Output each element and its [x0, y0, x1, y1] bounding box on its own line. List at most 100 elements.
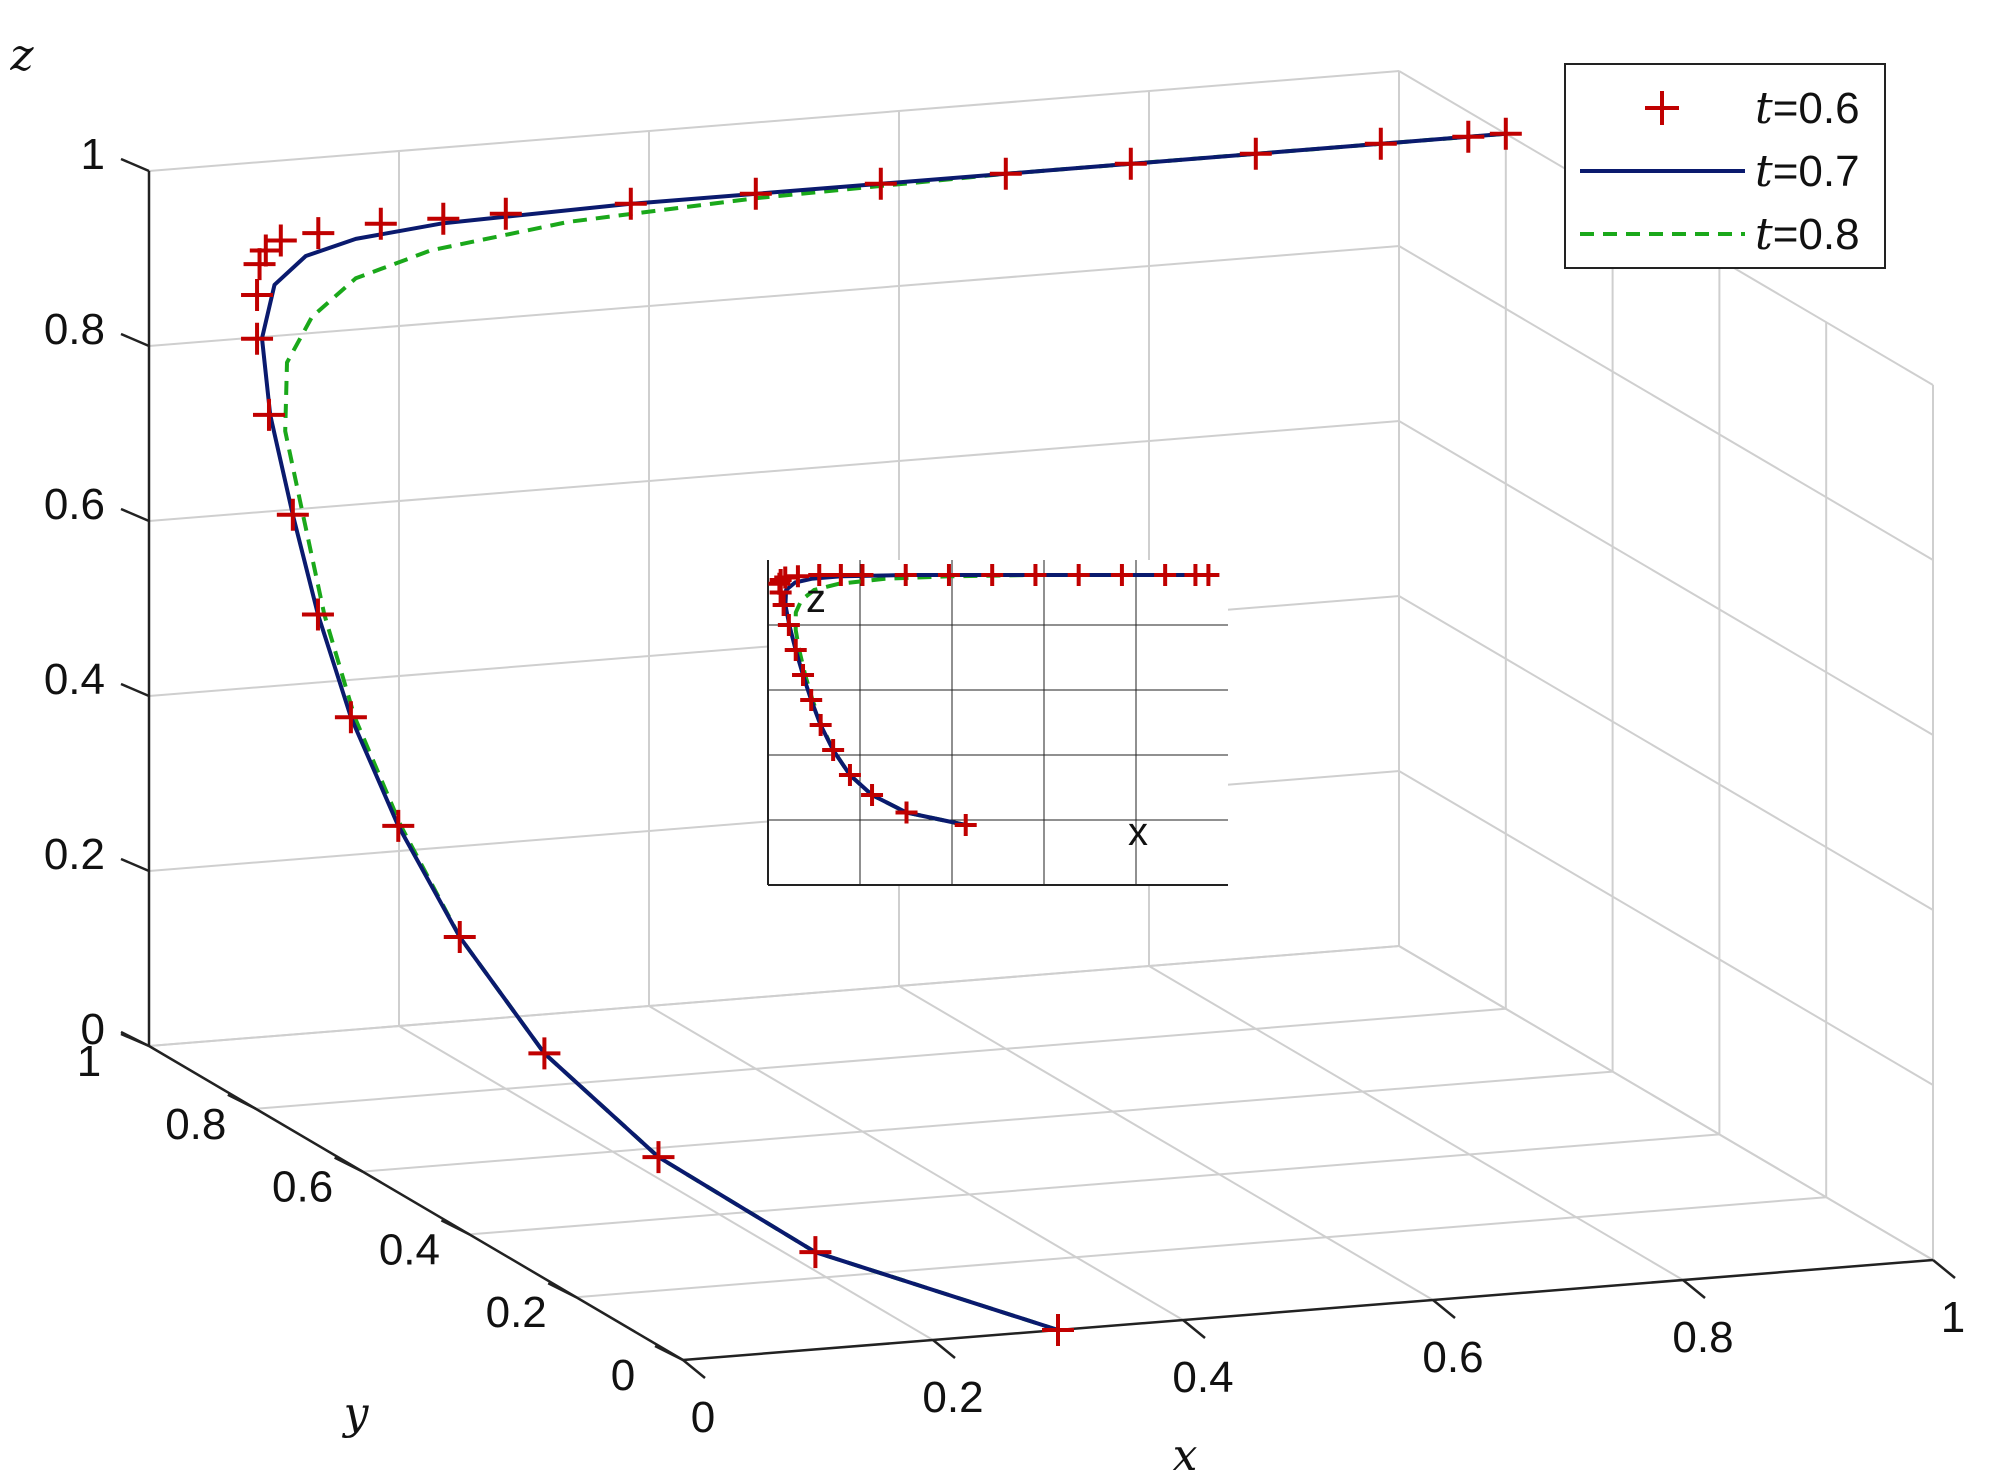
- series-1-line: [260, 131, 1506, 1332]
- series-0-marker: [302, 217, 335, 250]
- gridline: [1398, 595, 1934, 911]
- z-tick: [120, 857, 150, 873]
- inset-z-label: z: [806, 577, 826, 621]
- gridline: [148, 945, 1400, 1047]
- inset-series-0-marker: [851, 564, 874, 586]
- series-0-marker: [528, 1037, 561, 1070]
- x-tick-label: 1: [1941, 1293, 1965, 1342]
- y-tick: [547, 1282, 577, 1299]
- inset-series-0-marker: [777, 614, 800, 636]
- series-0-marker: [642, 1141, 675, 1174]
- legend-label-1: t=0.7: [1755, 146, 1860, 197]
- x-axis: [682, 1258, 1934, 1362]
- gridline: [1398, 245, 1934, 561]
- gridline: [648, 1005, 1184, 1321]
- inset-x-label: x: [1128, 810, 1148, 854]
- x-tick: [932, 1339, 956, 1359]
- series-0-marker: [989, 157, 1022, 190]
- legend: t=0.6t=0.7t=0.8: [1564, 63, 1886, 269]
- series-0-marker: [799, 1236, 832, 1269]
- gridline: [1398, 420, 1934, 736]
- series-0-marker: [1042, 1314, 1074, 1346]
- x-tick-label: 0.6: [1422, 1333, 1483, 1382]
- series-0-marker: [1239, 137, 1272, 170]
- series-0-marker: [443, 921, 476, 953]
- series-0-marker: [241, 278, 274, 311]
- gridline: [1398, 945, 1934, 1261]
- z-tick-label: 1: [81, 130, 105, 179]
- z-tick: [120, 507, 150, 523]
- inset-series-0-marker: [784, 639, 807, 661]
- x-tick-label: 0.4: [1172, 1353, 1233, 1402]
- inset-series-0-marker: [809, 714, 832, 736]
- legend-value: =0.7: [1773, 147, 1860, 196]
- series-0-marker: [252, 398, 285, 431]
- series-0-marker: [489, 197, 522, 230]
- gridline: [148, 420, 1400, 522]
- y-tick-label: 0.8: [165, 1100, 226, 1149]
- series-0-marker: [614, 187, 647, 220]
- gridline: [469, 1133, 1720, 1236]
- inset-series-0-marker: [838, 764, 861, 786]
- legend-value: =0.6: [1773, 84, 1860, 133]
- inset-series-0-marker: [1154, 564, 1177, 586]
- series-0-marker: [1114, 147, 1147, 180]
- series-0-marker: [334, 701, 367, 734]
- inset-series-0-marker: [894, 564, 917, 586]
- z-tick: [120, 332, 150, 348]
- x-tick: [1932, 1259, 1956, 1279]
- grid-lines: [148, 70, 1934, 1361]
- y-tick: [334, 1156, 364, 1173]
- z-axis-label: z: [9, 30, 34, 81]
- gridline: [148, 70, 1400, 172]
- inset-background: [768, 560, 1228, 885]
- z-tick: [120, 157, 150, 173]
- series-0-marker: [264, 224, 297, 257]
- series-0-marker: [243, 248, 276, 281]
- inset-series-0-marker: [937, 564, 960, 586]
- z-tick-label: 0: [81, 1005, 105, 1054]
- x-axis-label: x: [1173, 1430, 1198, 1480]
- legend-var: t: [1755, 209, 1773, 260]
- legend-value: =0.8: [1773, 210, 1860, 259]
- series-0-marker: [364, 207, 397, 240]
- axes: [120, 157, 1956, 1379]
- z-tick-label: 0.8: [44, 305, 105, 354]
- inset-series-0-marker: [1067, 564, 1090, 586]
- legend-label-0: t=0.6: [1755, 83, 1860, 134]
- x-tick: [1432, 1299, 1456, 1319]
- x-tick-label: 0.2: [922, 1373, 983, 1422]
- series-0-marker: [276, 498, 309, 531]
- series-0-marker: [739, 177, 772, 210]
- gridline: [576, 1196, 1827, 1299]
- gridline: [1148, 965, 1684, 1281]
- inset-series-0-marker: [1197, 564, 1220, 586]
- y-tick: [440, 1219, 470, 1236]
- series-0-marker: [427, 202, 460, 235]
- tick-labels: 0 0 0 0.2 0.2 0.2 0.4 0.4 0.4 0.6 0.6 0.6 0.8 0.8 0.8 1…: [9, 30, 1965, 1480]
- y-tick-label: 0.6: [272, 1163, 333, 1212]
- x-tick: [1682, 1279, 1706, 1299]
- series-0-marker: [241, 322, 274, 355]
- z-tick-label: 0.4: [44, 655, 105, 704]
- legend-marker-0: [1645, 91, 1679, 125]
- y-axis-label: y: [342, 1388, 370, 1439]
- series-0-marker: [1489, 117, 1522, 150]
- z-tick: [120, 682, 150, 698]
- z-tick-label: 0.6: [44, 480, 105, 529]
- legend-var: t: [1755, 83, 1773, 134]
- series-0-marker: [864, 167, 897, 200]
- inset-series-0-marker: [1024, 564, 1047, 586]
- gridline: [255, 1007, 1506, 1110]
- inset-series-0-marker: [1110, 564, 1133, 586]
- inset-series-0-marker: [954, 814, 977, 836]
- inset-series-0-marker: [769, 569, 792, 591]
- inset-series-0-marker: [981, 564, 1004, 586]
- gridline: [1398, 770, 1934, 1086]
- inset-plot: zx: [767, 560, 1228, 886]
- inset-series-0-marker: [792, 664, 815, 686]
- legend-var: t: [1755, 146, 1773, 197]
- y-tick: [227, 1093, 257, 1110]
- inset-series-0-marker: [808, 564, 831, 586]
